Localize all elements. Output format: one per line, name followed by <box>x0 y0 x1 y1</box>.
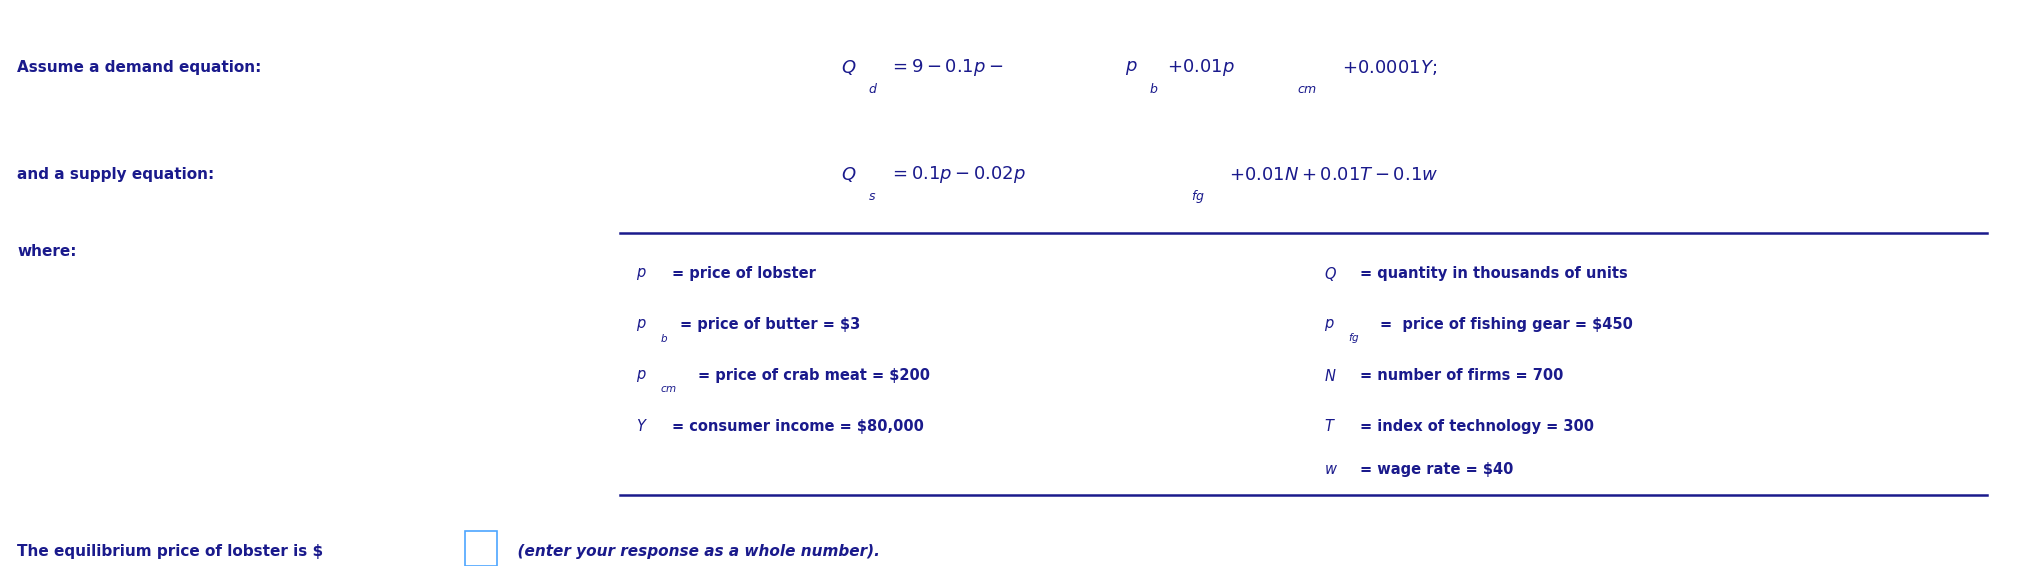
Text: $= 0.1p - 0.02p$: $= 0.1p - 0.02p$ <box>888 164 1026 185</box>
Text: $w$: $w$ <box>1323 462 1337 477</box>
Text: $p$: $p$ <box>635 368 647 384</box>
Text: $+ 0.01N + 0.01T - 0.1w$: $+ 0.01N + 0.01T - 0.1w$ <box>1228 166 1438 184</box>
Text: (enter your response as a whole number).: (enter your response as a whole number). <box>508 543 880 559</box>
Text: $b$: $b$ <box>1149 82 1157 96</box>
Text: = number of firms = 700: = number of firms = 700 <box>1359 368 1562 383</box>
Text: $p$: $p$ <box>635 317 647 333</box>
Text: $N$: $N$ <box>1323 368 1335 384</box>
Text: $p$: $p$ <box>1125 59 1137 77</box>
Text: $= 9 - 0.1p -$: $= 9 - 0.1p -$ <box>888 58 1003 79</box>
Text: $d$: $d$ <box>868 82 878 96</box>
Text: = consumer income = $80,000: = consumer income = $80,000 <box>672 419 925 434</box>
Text: = price of lobster: = price of lobster <box>672 267 815 281</box>
Text: $p$: $p$ <box>635 266 647 282</box>
Text: $cm$: $cm$ <box>659 384 678 394</box>
Text: $fg$: $fg$ <box>1190 187 1204 205</box>
Text: $fg$: $fg$ <box>1347 331 1359 345</box>
Text: = wage rate = $40: = wage rate = $40 <box>1359 462 1513 477</box>
Text: Assume a demand equation:: Assume a demand equation: <box>16 61 261 75</box>
Text: $Y$: $Y$ <box>635 418 647 435</box>
Text: $Q$: $Q$ <box>842 58 856 78</box>
Text: $+ 0.0001Y;$: $+ 0.0001Y;$ <box>1341 58 1436 78</box>
Text: $b$: $b$ <box>659 332 668 344</box>
Text: = price of butter = $3: = price of butter = $3 <box>680 318 860 332</box>
Text: $Q$: $Q$ <box>1323 265 1335 283</box>
Text: =  price of fishing gear = $450: = price of fishing gear = $450 <box>1380 318 1633 332</box>
Text: = quantity in thousands of units: = quantity in thousands of units <box>1359 267 1626 281</box>
FancyBboxPatch shape <box>465 531 498 566</box>
Text: = index of technology = 300: = index of technology = 300 <box>1359 419 1592 434</box>
Text: $s$: $s$ <box>868 190 876 203</box>
Text: The equilibrium price of lobster is $: The equilibrium price of lobster is $ <box>16 543 324 559</box>
Text: $Q$: $Q$ <box>842 165 856 185</box>
Text: $p$: $p$ <box>1323 317 1333 333</box>
Text: $cm$: $cm$ <box>1297 83 1317 96</box>
Text: and a supply equation:: and a supply equation: <box>16 168 214 182</box>
Text: $T$: $T$ <box>1323 418 1335 435</box>
Text: = price of crab meat = $200: = price of crab meat = $200 <box>698 368 931 383</box>
Text: where:: where: <box>16 243 77 259</box>
Text: $+ 0.01p$: $+ 0.01p$ <box>1165 58 1234 79</box>
